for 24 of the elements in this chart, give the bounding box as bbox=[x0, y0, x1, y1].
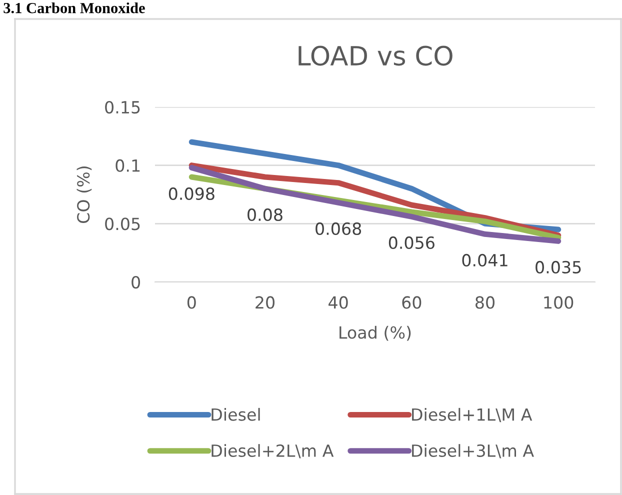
legend-label: Diesel+2L\m A bbox=[212, 444, 334, 458]
data-label: 0.035 bbox=[536, 260, 581, 274]
y-tick-label: 0 bbox=[132, 276, 140, 289]
x-axis-title: Load (%) bbox=[340, 326, 411, 341]
x-tick-label: 20 bbox=[256, 296, 274, 309]
x-tick-label: 40 bbox=[328, 296, 348, 309]
data-label: 0.041 bbox=[462, 254, 508, 267]
text: 3.1 Carbon Monoxide bbox=[4, 2, 145, 14]
y-tick-label: 0.15 bbox=[105, 100, 140, 114]
legend-label: Diesel+1L\M A bbox=[412, 408, 532, 422]
legend-label: Diesel+3L\m A bbox=[412, 444, 534, 458]
chart-title: LOAD vs CO bbox=[298, 46, 452, 66]
x-tick-label: 0 bbox=[187, 296, 196, 309]
data-label: 0.068 bbox=[316, 222, 362, 236]
x-tick-label: 100 bbox=[544, 296, 574, 309]
y-tick-label: 0.05 bbox=[105, 218, 140, 230]
x-tick-label: 60 bbox=[402, 296, 422, 309]
y-tick-label: 0.1 bbox=[116, 159, 140, 172]
data-label: 0.098 bbox=[168, 187, 214, 200]
data-label: 0.08 bbox=[248, 208, 282, 222]
data-label: 0.056 bbox=[388, 236, 434, 250]
x-tick-label: 80 bbox=[476, 296, 494, 309]
y-axis-title: CO (%) bbox=[76, 166, 92, 224]
legend-label: Diesel bbox=[212, 408, 260, 421]
